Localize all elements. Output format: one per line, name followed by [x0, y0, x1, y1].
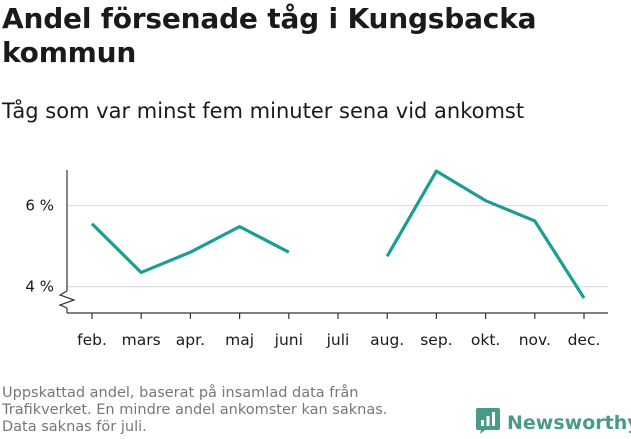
- brand-name: Newsworthy: [507, 412, 631, 434]
- x-tick-label: mars: [122, 331, 161, 349]
- x-tick-label: sep.: [420, 331, 452, 349]
- footnote-line-1: Uppskattad andel, baserat på insamlad da…: [2, 385, 359, 401]
- x-tick-label: maj: [225, 331, 254, 349]
- chart-title: Andel försenade tåg i Kungsbacka kommun: [2, 2, 537, 69]
- x-tick-label: aug.: [370, 331, 404, 349]
- y-axis-break-icon: [58, 290, 76, 309]
- axis-layer: [58, 170, 608, 319]
- x-tick-label: juni: [274, 331, 303, 349]
- x-tick-label: juli: [326, 331, 350, 349]
- x-tick-label: okt.: [471, 331, 500, 349]
- y-tick-label: 6 %: [25, 197, 54, 215]
- series-line-segment-0: [90, 222, 290, 275]
- label-layer: 4 % 6 % feb. mars apr. maj juni juli aug. sep. okt…: [25, 197, 600, 349]
- footnote-line-3: Data saknas för juli.: [2, 419, 147, 435]
- x-tick-label: feb.: [77, 331, 107, 349]
- x-tick-label: apr.: [176, 331, 205, 349]
- x-tick-label: nov.: [519, 331, 551, 349]
- chart-subtitle: Tåg som var minst fem minuter sena vid a…: [2, 99, 525, 123]
- footnote: Uppskattad andel, baserat på insamlad da…: [2, 385, 442, 436]
- bar-chart-logo-icon: [475, 407, 501, 439]
- footnote-line-2: Trafikverket. En mindre andel ankomster …: [2, 402, 388, 418]
- line-layer: [90, 169, 586, 299]
- grid-layer: [67, 204, 608, 288]
- x-tick-label: dec.: [568, 331, 601, 349]
- series-line-segment-1: [385, 169, 586, 299]
- y-tick-label: 4 %: [25, 278, 54, 296]
- brand-logo: Newsworthy: [475, 407, 631, 439]
